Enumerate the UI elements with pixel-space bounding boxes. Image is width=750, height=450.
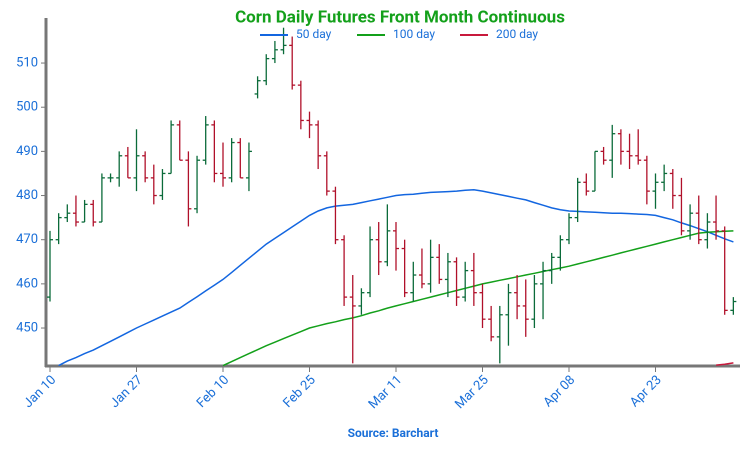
- plot-area: [47, 27, 737, 366]
- x-tick-label: Jan 10: [21, 373, 59, 411]
- y-tick-label: 510: [16, 55, 38, 70]
- x-tick-label: Feb 10: [194, 373, 232, 411]
- legend-label: 50 day: [296, 27, 332, 41]
- x-tick-label: Jan 27: [107, 373, 145, 411]
- x-tick-label: Feb 25: [281, 373, 319, 411]
- moving-average-line: [222, 230, 734, 366]
- x-tick-label: Apr 08: [541, 373, 578, 410]
- x-tick-label: Mar 25: [452, 373, 491, 412]
- moving-average-line: [716, 362, 734, 366]
- chart-title: Corn Daily Futures Front Month Continuou…: [235, 7, 565, 27]
- y-tick-label: 500: [16, 100, 38, 115]
- y-tick-label: 480: [16, 188, 38, 203]
- y-tick-label: 470: [16, 232, 38, 247]
- legend-label: 100 day: [393, 27, 435, 41]
- x-tick-label: Apr 23: [627, 373, 664, 410]
- source-note: Source: Barchart: [348, 426, 439, 440]
- y-tick-label: 490: [16, 144, 38, 159]
- y-tick-label: 450: [16, 320, 38, 335]
- x-tick-label: Mar 11: [366, 373, 405, 412]
- moving-average-line: [58, 189, 734, 366]
- y-tick-label: 460: [16, 276, 38, 291]
- legend-label: 200 day: [496, 27, 538, 41]
